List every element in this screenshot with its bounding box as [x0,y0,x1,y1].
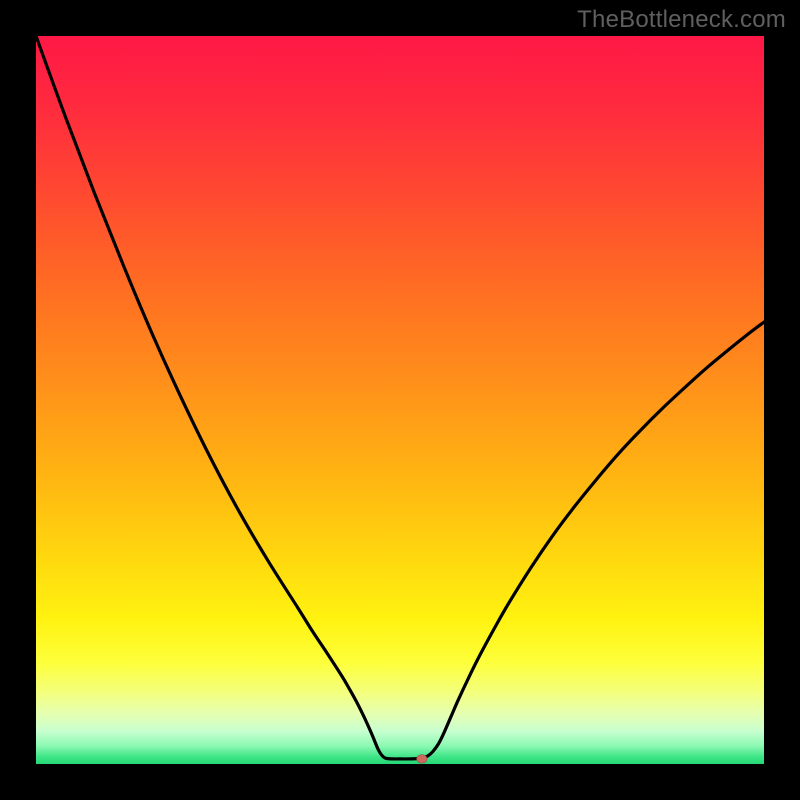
gradient-background [36,36,764,764]
watermark-text: TheBottleneck.com [577,6,786,34]
page-root: { "watermark": { "text": "TheBottleneck.… [0,0,800,800]
bottleneck-chart [0,0,800,800]
optimal-point-marker [417,755,427,763]
plot-area [36,36,764,764]
